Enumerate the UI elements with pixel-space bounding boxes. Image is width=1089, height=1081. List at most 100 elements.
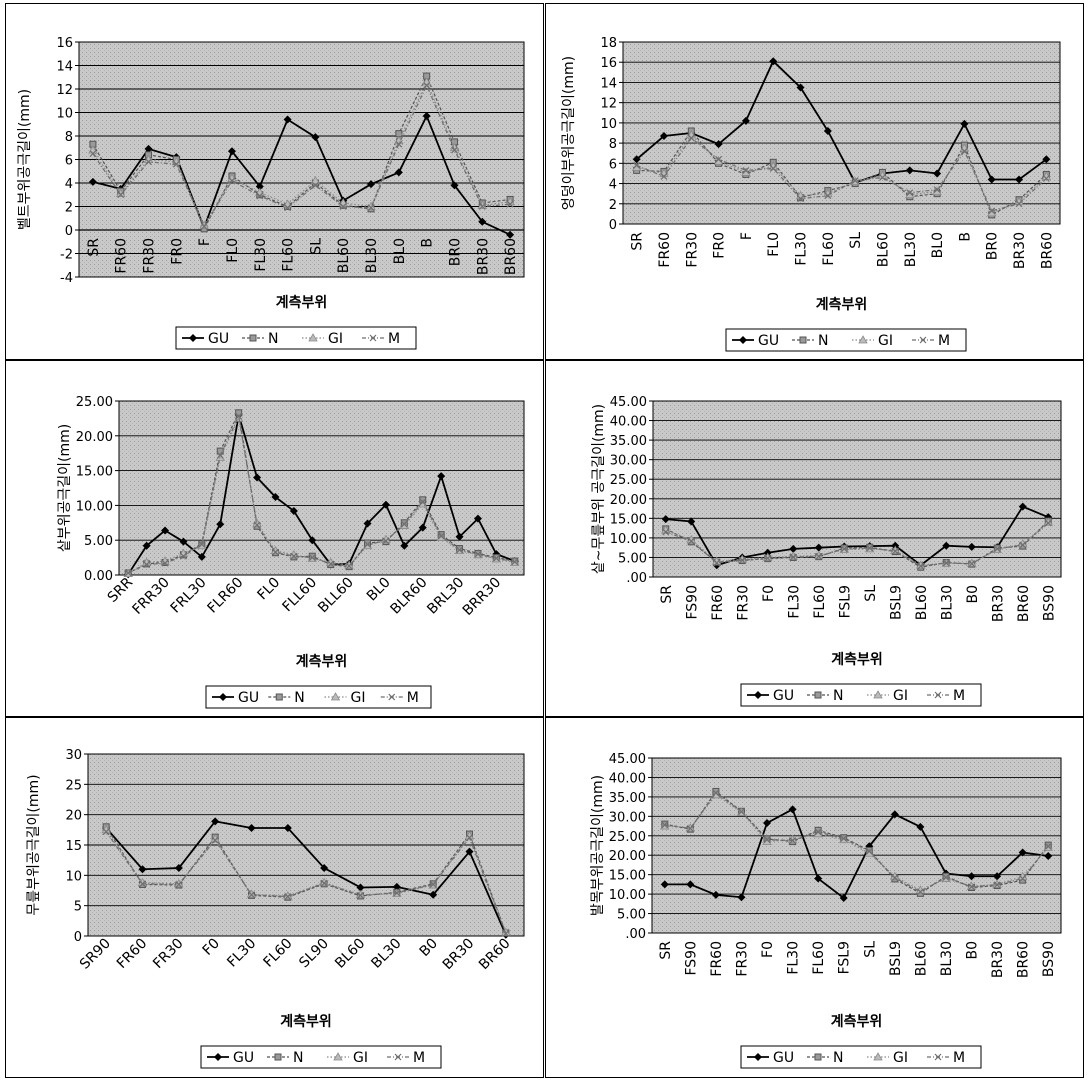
series-line-gi — [92, 80, 511, 227]
data-point-m — [917, 562, 925, 570]
data-point-gu — [144, 144, 153, 153]
y-tick-label: 30.00 — [610, 454, 647, 469]
y-tick-label: 10.00 — [609, 888, 646, 903]
x-tick-label: SL — [862, 941, 878, 958]
x-tick-label: SL — [308, 238, 324, 255]
y-tick-label: 25.00 — [610, 473, 647, 488]
legend-label-gi: GI — [893, 1050, 908, 1066]
x-tick-label: BL60 — [336, 238, 352, 273]
data-point-m — [1044, 842, 1052, 850]
y-tick-label: 12 — [56, 83, 73, 98]
x-tick-label: FSL9 — [837, 585, 853, 618]
x-tick-label: BL60 — [332, 936, 368, 972]
chart-panel-crotch-knee: 45.00 40.00 35.00 30.00 25.00 20.00 15.00 10.00… — [545, 360, 1084, 717]
legend-label-n: N — [818, 333, 828, 349]
data-point-gu — [418, 523, 427, 532]
x-tick-label: BR0 — [447, 238, 463, 266]
x-tick-label: BS90 — [1041, 941, 1057, 977]
series-line-gu — [92, 113, 511, 236]
x-tick-label: FLR60 — [204, 575, 246, 617]
data-point-m — [764, 554, 772, 562]
y-tick-label: 0 — [65, 224, 73, 239]
data-point-m — [891, 547, 899, 555]
y-tick-label: 15.00 — [610, 512, 647, 527]
x-tick-label: FL30 — [253, 238, 269, 272]
data-point-m — [478, 203, 486, 210]
data-point-gu — [311, 133, 320, 142]
data-point-m — [145, 158, 152, 166]
y-tick-label: 18 — [600, 36, 617, 51]
data-point-m — [437, 532, 445, 540]
data-point-gu — [1042, 155, 1051, 164]
data-point-gu — [473, 514, 482, 523]
x-tick-label: F0 — [760, 941, 776, 958]
legend-label-n: N — [294, 690, 304, 706]
legend-marker-gu — [189, 334, 197, 342]
x-tick-label: FR60 — [114, 238, 130, 274]
data-point-m — [284, 893, 292, 900]
data-point-gu — [763, 818, 772, 827]
data-point-gu — [179, 537, 188, 546]
y-tick-label: 0 — [74, 930, 82, 945]
data-point-m — [172, 160, 180, 168]
legend-marker-m — [934, 1053, 942, 1061]
data-point-m — [968, 883, 975, 891]
y-tick-label: 5 — [74, 900, 82, 915]
legend-marker-m — [388, 693, 396, 701]
x-tick-label: FR30 — [684, 232, 700, 268]
y-tick-label: 5.00 — [618, 551, 647, 566]
data-point-m — [851, 177, 859, 184]
x-tick-label: FRL30 — [168, 575, 210, 617]
legend-marker-n — [249, 334, 257, 342]
data-point-gu — [308, 536, 317, 545]
legend-label-m: M — [953, 1050, 965, 1066]
x-tick-label: SR — [86, 238, 102, 257]
data-point-m — [840, 545, 848, 553]
data-point-m — [345, 562, 353, 570]
x-tick-label: BSL9 — [888, 941, 904, 976]
data-point-gu — [88, 177, 97, 186]
data-point-m — [1019, 875, 1027, 882]
y-tick-label: 25.00 — [76, 395, 113, 410]
series-line-gu — [664, 808, 1049, 900]
x-tick-label: BL30 — [903, 232, 919, 267]
y-tick-label: 0.00 — [84, 569, 113, 584]
y-tick-label: 12 — [600, 97, 617, 112]
legend-label-gu: GU — [208, 331, 229, 347]
x-tick-label: FL0 — [225, 238, 241, 263]
data-point-gu — [1044, 852, 1053, 860]
data-point-m — [419, 498, 427, 506]
data-point-m — [1044, 519, 1052, 527]
data-point-gu — [363, 519, 372, 528]
data-point-m — [474, 550, 482, 558]
legend-marker-gu — [754, 691, 762, 699]
x-tick-label: SL — [863, 585, 879, 602]
data-point-gu — [993, 872, 1002, 881]
series-line-n — [105, 826, 507, 934]
data-point-gu — [320, 864, 329, 873]
y-tick-label: 20 — [65, 809, 82, 824]
data-point-m — [198, 540, 206, 548]
y-tick-label: 8 — [65, 130, 73, 145]
data-point-gu — [197, 552, 206, 561]
x-tick-label: BL0 — [364, 575, 394, 605]
x-tick-label: FL30 — [786, 941, 802, 975]
legend-box — [175, 326, 417, 350]
y-tick-label: 40.00 — [610, 415, 647, 430]
data-point-m — [200, 223, 208, 230]
x-tick-label: FL60 — [812, 585, 828, 619]
legend-marker-gi — [858, 335, 868, 344]
data-point-m — [367, 204, 375, 212]
legend-label-m: M — [407, 690, 419, 706]
data-point-gu — [737, 893, 746, 902]
data-point-gu — [687, 517, 696, 526]
data-point-m — [891, 874, 899, 882]
data-point-m — [686, 824, 694, 832]
data-point-m — [993, 881, 1001, 889]
legend-label-gu: GU — [773, 1050, 794, 1066]
legend-label-n: N — [833, 688, 843, 704]
y-tick-label: 5.00 — [84, 534, 113, 549]
data-point-m — [175, 881, 183, 888]
data-point-m — [738, 808, 745, 816]
